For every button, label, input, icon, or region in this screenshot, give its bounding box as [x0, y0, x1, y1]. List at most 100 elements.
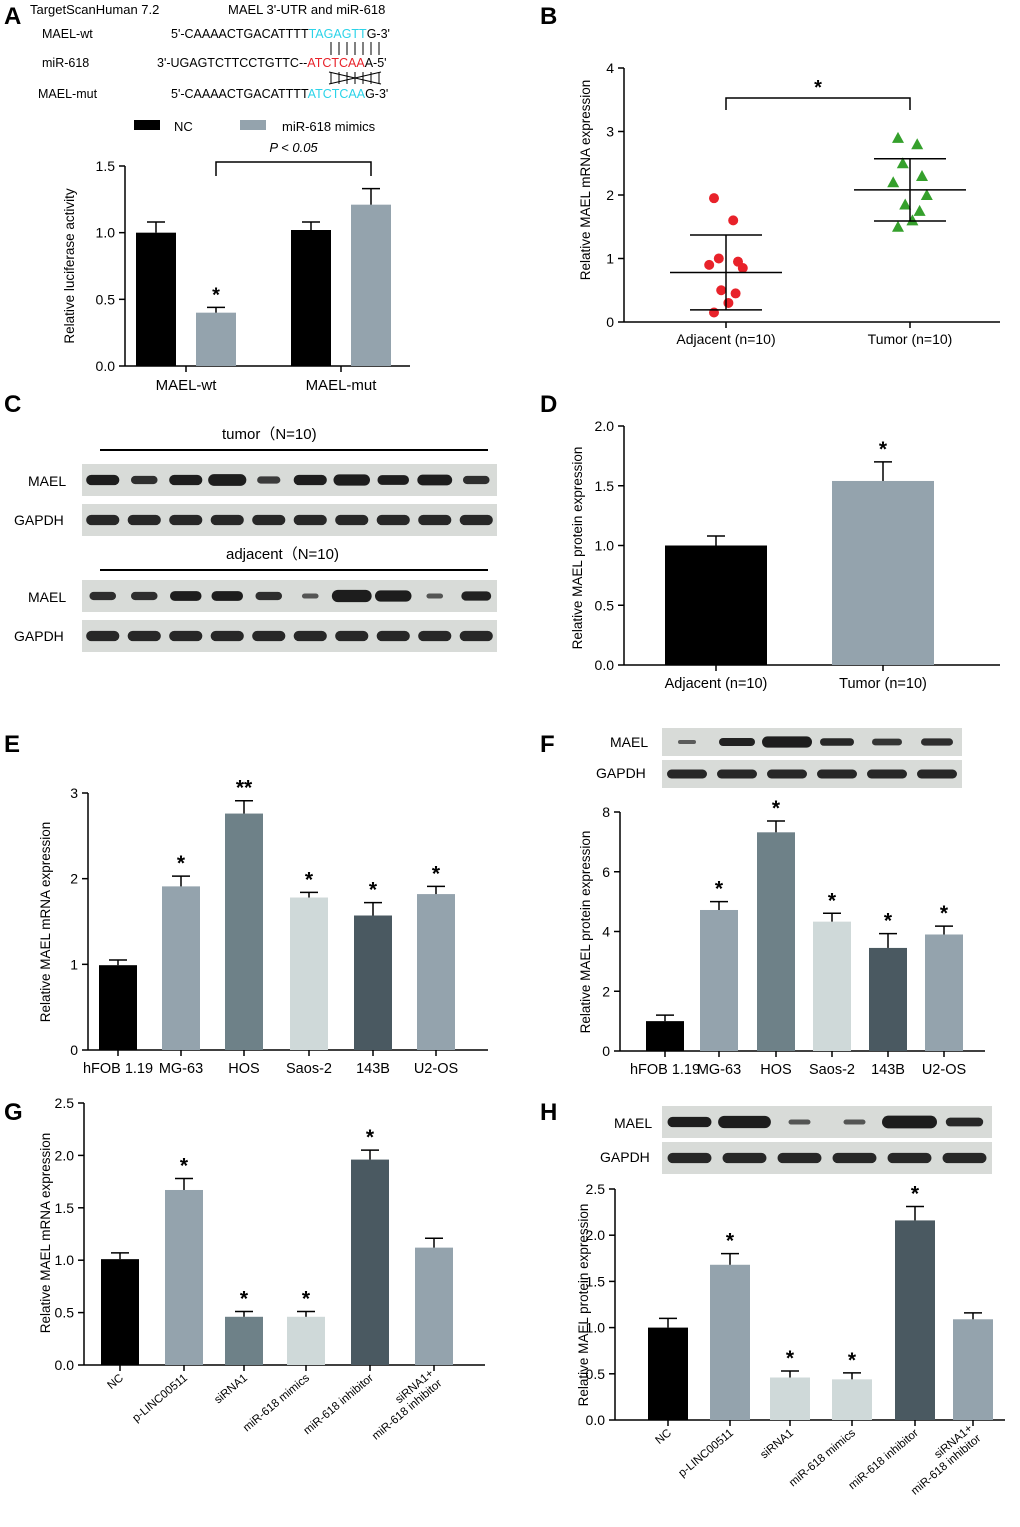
blot-band — [86, 474, 120, 486]
significance-star: * — [305, 868, 314, 891]
data-point — [709, 193, 719, 204]
blot-band — [255, 591, 283, 601]
x-tick-label: HOS — [760, 1062, 791, 1078]
y-tick-label: 1 — [70, 956, 78, 972]
y-tick-label: 0 — [606, 314, 614, 330]
bar — [648, 1327, 688, 1420]
bar — [225, 1316, 263, 1365]
bar — [351, 204, 391, 366]
x-tick-label: MAEL-mut — [306, 377, 378, 394]
y-tick-label: 8 — [602, 804, 610, 820]
blot-band — [820, 738, 854, 746]
blot-band — [921, 738, 953, 746]
blot-band — [86, 630, 120, 642]
blot-images — [82, 464, 992, 1174]
panel-label-d: D — [540, 391, 557, 418]
blot-band — [127, 630, 161, 642]
x-tick-label: NC — [653, 1427, 673, 1447]
chart-g: 0.0 0.5 1.0 1.5 2.0 2.5 Relative MAEL mRNA exp… — [38, 1095, 485, 1443]
x-tick-label: Saos-2 — [809, 1062, 855, 1078]
blot-label-mael-adjacent: MAEL — [28, 589, 66, 605]
x-tick-label-line: miR-618 inhibitor — [847, 1427, 921, 1492]
significance-star: * — [177, 852, 186, 875]
x-tick-label-line: miR-618 mimics — [241, 1372, 312, 1434]
y-tick-label: 2 — [70, 871, 78, 887]
blot-band — [462, 475, 490, 485]
blot-band — [418, 514, 452, 526]
significance-star: * — [726, 1230, 735, 1253]
y-tick-label: 0.0 — [96, 358, 116, 374]
significance-star: * — [848, 1349, 857, 1372]
blot-band — [722, 1152, 767, 1164]
row-label-mir618: miR-618 — [42, 56, 89, 70]
bar — [165, 1189, 203, 1365]
data-point — [892, 131, 904, 143]
seq-wt-end: G-3' — [367, 27, 390, 41]
blot-strip — [662, 760, 962, 788]
bar — [770, 1377, 810, 1420]
bar — [813, 921, 851, 1051]
y-tick-label: 2.0 — [586, 1227, 606, 1243]
blot-band — [887, 1152, 932, 1164]
x-tick-label: U2-OS — [922, 1062, 966, 1078]
data-point — [913, 204, 926, 216]
blot-label-gapdh-h: GAPDH — [600, 1149, 650, 1165]
seq-wt-site: TAGAGTT — [309, 27, 367, 41]
blot-band — [293, 514, 327, 526]
panel-label-b: B — [540, 3, 557, 30]
blot-band — [210, 630, 244, 642]
blot-band — [130, 475, 158, 485]
y-tick-label: 1.5 — [595, 478, 615, 494]
y-tick-label: 0.5 — [595, 597, 615, 613]
data-point — [728, 215, 739, 226]
bar — [869, 947, 907, 1051]
blot-band — [459, 630, 493, 642]
x-tick-label-line: NC — [105, 1372, 125, 1392]
panel-label-f: F — [540, 731, 555, 758]
blot-band — [767, 769, 807, 779]
chart-h: 0.0 0.5 1.0 1.5 2.0 2.5 Relative MAEL protein … — [576, 1181, 1005, 1498]
panel-label-c: C — [4, 391, 21, 418]
utr-header: MAEL 3'-UTR and miR-618 — [228, 2, 385, 17]
data-point — [920, 189, 933, 200]
row-label-mael-mut: MAEL-mut — [38, 87, 98, 101]
panel-label-g: G — [4, 1099, 23, 1126]
y-tick-label: 4 — [606, 60, 614, 76]
data-point — [713, 253, 724, 264]
blot-band — [89, 591, 117, 601]
y-tick-label: 6 — [602, 864, 610, 880]
seq-mut-end: G-3' — [365, 87, 388, 101]
y-tick-label: 3 — [606, 124, 614, 140]
blot-band — [917, 769, 957, 779]
y-tick-label: 2.5 — [586, 1181, 606, 1197]
significance-star: * — [814, 77, 822, 99]
x-tick-label-line: miR-618 inhibitor — [302, 1372, 376, 1437]
bar — [196, 312, 236, 366]
data-point — [892, 220, 904, 232]
x-tick-label: siRNA1+miR-618 inhibitor — [362, 1367, 445, 1442]
bar — [99, 965, 137, 1050]
seq-mir618: 3'-UGAGTCTTCCTGTTC--ATCTCAAA-5' — [157, 56, 387, 70]
significance-star: * — [786, 1347, 795, 1370]
significance-star: ** — [236, 777, 253, 800]
tumor-title: tumor（N=10) — [222, 426, 317, 443]
bar — [351, 1159, 389, 1365]
significance-star: * — [879, 438, 888, 461]
blot-band — [301, 593, 319, 599]
seq-mir618-site: ATCTCAA — [307, 56, 365, 70]
y-tick-label: 1.0 — [586, 1320, 606, 1336]
panel-label-a: A — [4, 3, 21, 30]
x-tick-label-line: p-LINC00511 — [676, 1427, 735, 1480]
chart-d: 0.0 0.5 1.0 1.5 2.0 Relative MAEL protein exp… — [570, 418, 1000, 692]
blot-band — [86, 514, 120, 526]
y-axis-label: Relative MAEL mRNA expression — [578, 80, 593, 281]
bar — [290, 897, 328, 1050]
y-tick-label: 1.5 — [55, 1200, 75, 1216]
data-point — [911, 138, 924, 150]
bar — [665, 545, 767, 665]
blot-band — [872, 738, 902, 746]
blot-label-gapdh-f: GAPDH — [596, 765, 646, 781]
blot-band — [667, 1116, 712, 1128]
significance-star: * — [366, 1126, 375, 1149]
chart-f: 0 2 4 6 8 Relative MAEL protein expression hFO… — [578, 797, 985, 1078]
